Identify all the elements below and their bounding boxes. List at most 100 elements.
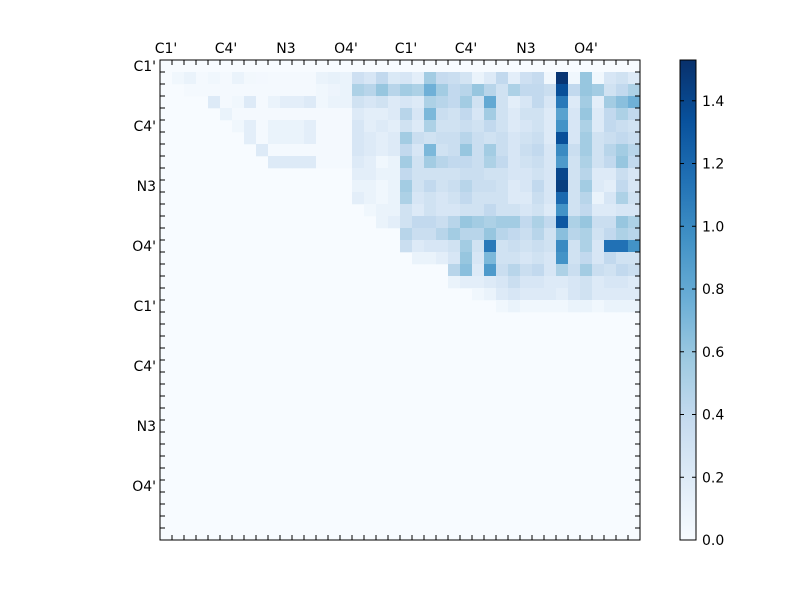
heatmap-cell [280, 132, 293, 145]
heatmap-cell [592, 276, 605, 289]
heatmap-cell [568, 180, 581, 193]
heatmap-cell [568, 72, 581, 85]
heatmap-cell [436, 108, 449, 121]
heatmap-cell [520, 264, 533, 277]
heatmap-cell [496, 300, 509, 313]
heatmap-cell [508, 72, 521, 85]
heatmap-cell [628, 276, 641, 289]
heatmap-cell [400, 168, 413, 181]
heatmap-cell [484, 132, 497, 145]
heatmap-cell [436, 180, 449, 193]
heatmap-cell [376, 72, 389, 85]
heatmap-cell [340, 144, 353, 157]
heatmap-cell [556, 276, 569, 289]
heatmap-cell [400, 216, 413, 229]
heatmap-cell [316, 144, 329, 157]
heatmap-cell [628, 228, 641, 241]
heatmap-cell [628, 288, 641, 301]
heatmap-cell [292, 120, 305, 133]
heatmap-cell [424, 84, 437, 97]
heatmap-cell [616, 144, 629, 157]
heatmap-cell [484, 264, 497, 277]
heatmap-cell [544, 288, 557, 301]
heatmap-cell [580, 192, 593, 205]
heatmap-cell [436, 120, 449, 133]
heatmap-cell [484, 144, 497, 157]
heatmap-cell [352, 180, 365, 193]
heatmap-cell [340, 108, 353, 121]
heatmap-cell [472, 180, 485, 193]
heatmap-cell [580, 204, 593, 217]
heatmap-cell [472, 204, 485, 217]
heatmap-cell [376, 96, 389, 109]
heatmap-cell [508, 96, 521, 109]
heatmap-cell [520, 204, 533, 217]
heatmap-cell [436, 240, 449, 253]
heatmap-cell [460, 216, 473, 229]
heatmap-cell [448, 216, 461, 229]
heatmap-cell [268, 96, 281, 109]
heatmap-cell [328, 96, 341, 109]
heatmap-cell [376, 84, 389, 97]
heatmap-cell [400, 96, 413, 109]
heatmap-cell [520, 168, 533, 181]
heatmap-cell [388, 192, 401, 205]
heatmap-cell [232, 108, 245, 121]
heatmap-cell [532, 204, 545, 217]
heatmap-cell [304, 96, 317, 109]
heatmap-cell [316, 72, 329, 85]
heatmap-cell [544, 180, 557, 193]
heatmap-cell [520, 120, 533, 133]
heatmap-cell [460, 96, 473, 109]
heatmap-cell [580, 108, 593, 121]
x-tick-label: C4' [215, 41, 238, 57]
heatmap-cell [556, 156, 569, 169]
y-tick-label: C4' [133, 359, 156, 375]
heatmap-cell [280, 120, 293, 133]
heatmap-cell [412, 216, 425, 229]
heatmap-cells [160, 60, 641, 540]
heatmap-cell [628, 216, 641, 229]
heatmap-cell [460, 120, 473, 133]
colorbar-ticks: 0.0 0.2 0.4 0.6 0.8 1.0 1.2 1.4 [680, 94, 724, 549]
heatmap-cell [628, 120, 641, 133]
heatmap-cell [484, 288, 497, 301]
heatmap-cell [568, 264, 581, 277]
heatmap-cell [316, 120, 329, 133]
heatmap-cell [412, 204, 425, 217]
heatmap-cell [496, 180, 509, 193]
heatmap-cell [412, 96, 425, 109]
heatmap-cell [244, 96, 257, 109]
heatmap-cell [484, 240, 497, 253]
heatmap-cell [616, 180, 629, 193]
heatmap-cell [628, 240, 641, 253]
heatmap-cell [340, 132, 353, 145]
heatmap-cell [580, 168, 593, 181]
heatmap-cell [460, 252, 473, 265]
heatmap-cell [580, 144, 593, 157]
heatmap-cell [496, 84, 509, 97]
x-tick-label: C1' [155, 41, 178, 57]
heatmap-cell [568, 252, 581, 265]
heatmap-cell [424, 240, 437, 253]
heatmap-cell [268, 144, 281, 157]
heatmap-cell [532, 84, 545, 97]
heatmap-cell [544, 300, 557, 313]
heatmap-cell [376, 192, 389, 205]
heatmap-cell [448, 204, 461, 217]
heatmap-cell [256, 120, 269, 133]
heatmap-cell [412, 228, 425, 241]
heatmap-cell [400, 108, 413, 121]
heatmap-cell [592, 252, 605, 265]
heatmap-cell [628, 108, 641, 121]
heatmap-cell [532, 192, 545, 205]
heatmap-cell [424, 72, 437, 85]
heatmap-cell [292, 108, 305, 121]
heatmap-cell [532, 144, 545, 157]
heatmap-cell [532, 228, 545, 241]
heatmap-cell [364, 168, 377, 181]
heatmap-cell [604, 300, 617, 313]
heatmap-cell [508, 192, 521, 205]
heatmap-cell [580, 96, 593, 109]
heatmap-cell [352, 168, 365, 181]
